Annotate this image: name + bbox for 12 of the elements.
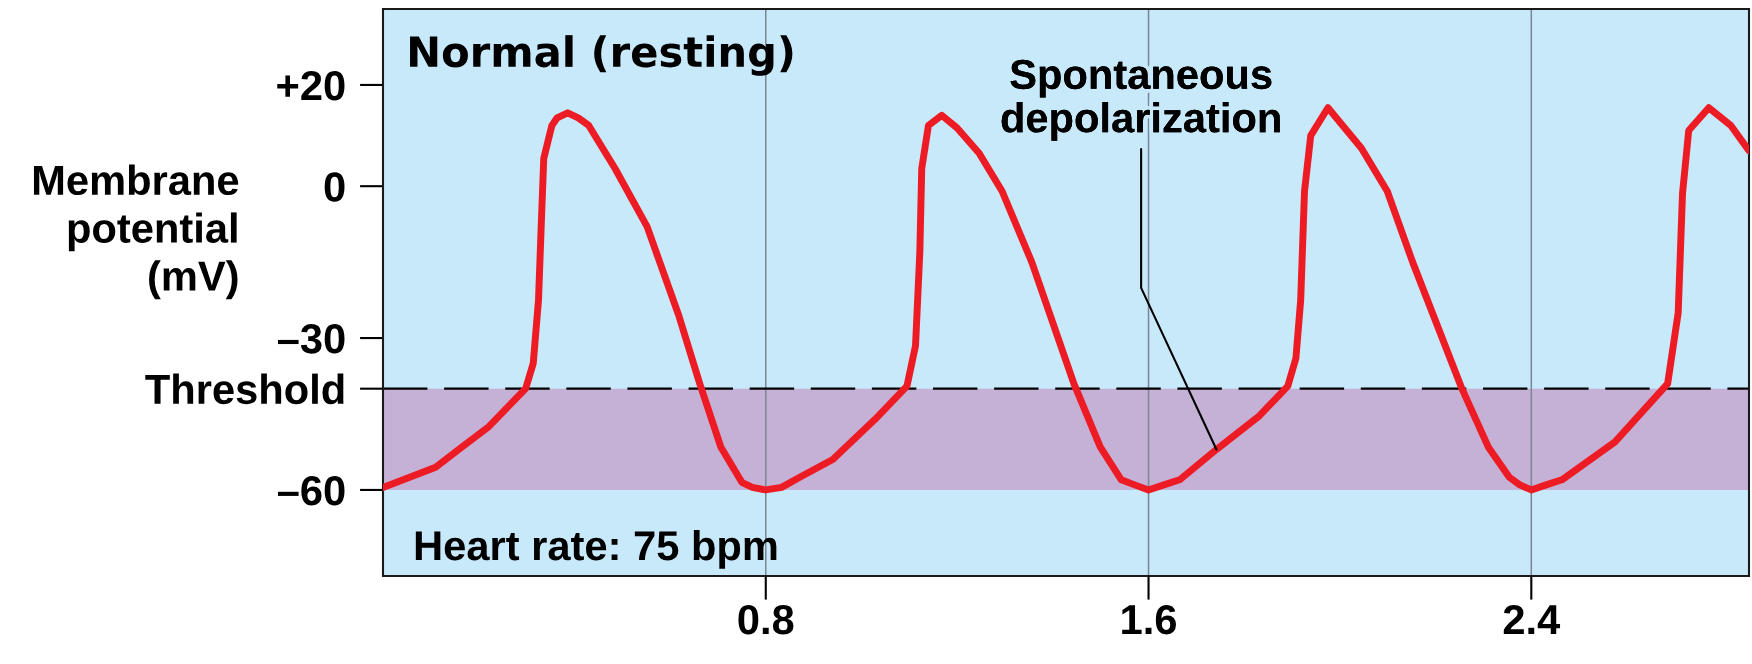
y-tick-label: –60 [277, 475, 345, 506]
y-tick-label: +20 [277, 70, 345, 101]
y-tick-label: 0 [324, 172, 345, 202]
annotation: Heart rate: 75 bpm [415, 529, 777, 569]
y-tick-label: Threshold [145, 373, 344, 405]
x-tick-label: 2.4 [1503, 604, 1561, 634]
y-axis-title: Membrane potential (mV) [33, 164, 239, 300]
text: Normal (resting) [410, 35, 793, 76]
x-tick-label: 0.8 [738, 604, 794, 635]
y-tick-label: –30 [277, 324, 345, 354]
x-tick-label: 1.6 [1122, 604, 1176, 635]
annotation: Spontaneous depolarization [1001, 59, 1280, 141]
